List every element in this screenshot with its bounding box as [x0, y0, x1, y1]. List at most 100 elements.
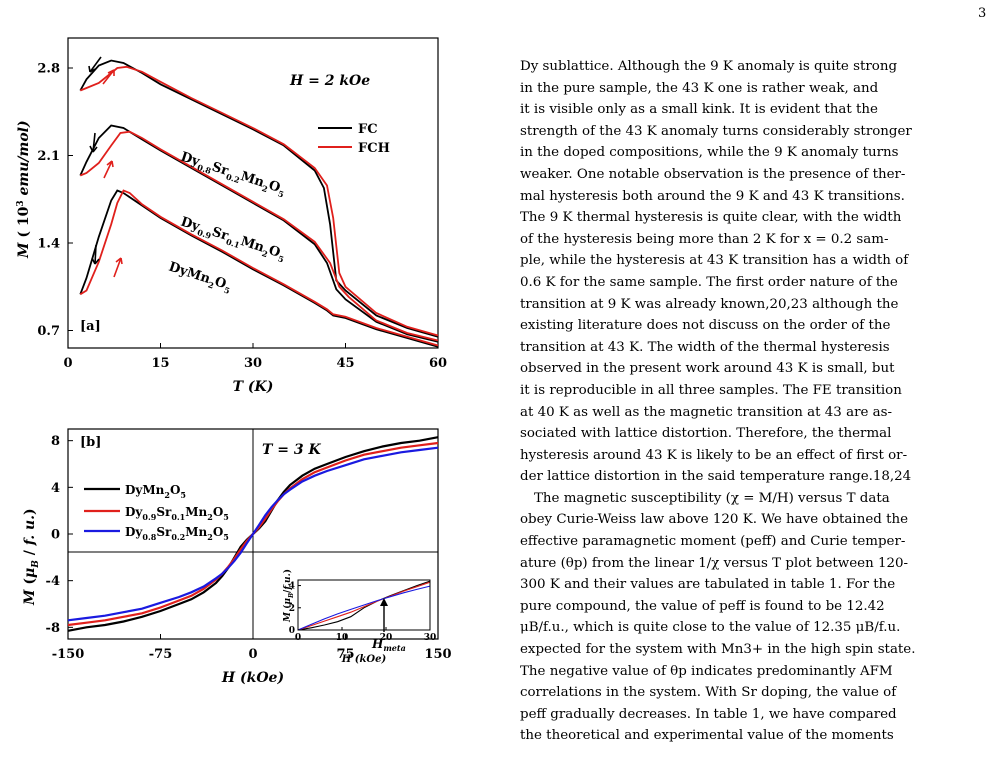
- panel-a-label: [a]: [80, 319, 101, 334]
- panel-a: 0 15 30 45 60 0.7 1.4 2.1 2.8 [a] H = 2 kOe FC F…: [16, 37, 447, 395]
- series-line: [297, 585, 431, 631]
- cooling-arrow-mid: [92, 132, 96, 153]
- text-line: ature (θp) from the linear 1/χ versus T …: [520, 555, 909, 571]
- cooling-arrow-top: [89, 56, 102, 73]
- series-line: [79, 124, 439, 343]
- x-tick-label: 45: [336, 356, 354, 371]
- text-line: obey Curie-Weiss law above 120 K. We hav…: [520, 512, 908, 528]
- x-tick-label: 30: [244, 356, 262, 371]
- text-line: μB/f.u., which is quite close to the val…: [520, 620, 901, 636]
- panel-b-series: [67, 436, 439, 632]
- series-line-negative: [67, 533, 254, 627]
- text-line: Dy sublattice. Although the 9 K anomaly …: [520, 59, 898, 74]
- x-tick-label: 0: [63, 356, 72, 371]
- cooling-arrow-bottom: [94, 244, 97, 265]
- legend-fch-label: FCH: [358, 141, 390, 156]
- series-line: [252, 446, 439, 535]
- text-line: sociated with lattice distortion. Theref…: [520, 426, 892, 442]
- legend-pure-label: DyMn2O5: [125, 483, 186, 500]
- text-line: mal hysteresis both around the 9 K and 4…: [520, 188, 905, 204]
- x-tick-label: 30: [424, 633, 437, 643]
- text-line: observed in the present work around 43 K…: [520, 361, 895, 377]
- text-line: weaker. One notable observation is the p…: [520, 166, 906, 182]
- inset-xlabel: H (kOe): [341, 654, 387, 665]
- text-line: correlations in the system. With Sr dopi…: [520, 685, 897, 701]
- text-line: it is visible only as a small kink. It i…: [520, 102, 878, 118]
- y-tick-label: 2.1: [37, 149, 60, 164]
- series-line-negative: [67, 533, 254, 622]
- inset-series: [297, 580, 431, 631]
- heating-arrow-bottom-head: [115, 257, 123, 265]
- panel-a-xlabel: T (K): [233, 379, 274, 395]
- series-line: [297, 581, 431, 631]
- legend-x01-label: Dy0.9Sr0.1Mn2O5: [125, 505, 229, 522]
- series-line: [297, 580, 431, 631]
- x-tick-label: 0: [295, 633, 301, 643]
- heating-arrow-bottom: [113, 257, 122, 278]
- y-tick-label: 8: [51, 434, 60, 449]
- series-line: [79, 59, 439, 338]
- text-line: hysteresis around 43 K is likely to be a…: [520, 447, 908, 463]
- panel-b-legend: DyMn2O5 Dy0.9Sr0.1Mn2O5 Dy0.8Sr0.2Mn2O5: [84, 483, 229, 542]
- text-column: Dy sublattice. Although the 9 K anomaly …: [520, 56, 992, 747]
- text-line: 0.6 K for the same sample. The first ord…: [520, 274, 898, 290]
- x-tick-label: 0: [248, 647, 257, 662]
- text-line: existing literature does not discuss on …: [520, 318, 891, 334]
- text-line: strength of the 43 K anomaly turns consi…: [520, 123, 912, 139]
- x-tick-label: 75: [336, 647, 354, 662]
- cooling-arrow-bottom-head: [91, 257, 100, 265]
- x-tick-label: -150: [52, 647, 85, 662]
- x-tick-label: 20: [380, 633, 393, 643]
- x-tick-label: -75: [149, 647, 173, 662]
- panel-b-label: [b]: [80, 435, 101, 450]
- x-tick-label: 150: [424, 647, 451, 662]
- sample-labels: Dy0.8Sr0.2Mn2O5 Dy0.9Sr0.1Mn2O5 DyMn2O5: [166, 150, 287, 296]
- text-line: The negative value of θp indicates predo…: [520, 663, 893, 679]
- series-line: [252, 441, 439, 535]
- heating-arrow-top-head: [107, 69, 115, 76]
- y-tick-label: -8: [46, 621, 60, 636]
- series-line: [79, 189, 439, 347]
- panel-a-ylabel: M ( 103 emu/mol): [16, 120, 32, 259]
- heating-arrow-mid: [103, 160, 113, 179]
- panel-b: -150 -75 0 75 150 -8 -4 0 4 8 [b] T = 3 K DyMn2O5…: [22, 428, 452, 686]
- panel-a-series: [79, 59, 439, 348]
- legend-x02-label: Dy0.8Sr0.2Mn2O5: [125, 525, 229, 542]
- y-tick-label: 4: [51, 481, 60, 496]
- text-line: der lattice distortion in the said tempe…: [520, 469, 912, 485]
- sample-label-pure: DyMn2O5: [166, 260, 233, 296]
- text-line: pure compound, the value of peff is foun…: [520, 598, 885, 614]
- text-line: at 40 K as well as the magnetic transiti…: [520, 404, 893, 420]
- text-line: the theoretical and experimental value o…: [520, 728, 894, 744]
- y-tick-label: 4: [289, 582, 295, 592]
- figure: 0 15 30 45 60 0.7 1.4 2.1 2.8 [a] H = 2 kOe FC F…: [16, 37, 452, 686]
- text-line: it is reproducible in all three samples.…: [520, 382, 902, 398]
- panel-b-xlabel: H (kOe): [221, 670, 284, 686]
- y-tick-label: 2.8: [37, 62, 60, 77]
- panel-b-ticks: -150 -75 0 75 150 -8 -4 0 4 8: [46, 434, 452, 662]
- inset-ylabel: M (μB/f.u.): [282, 569, 295, 623]
- y-tick-label: 0: [289, 626, 295, 636]
- heating-arrow-top: [102, 69, 115, 85]
- panel-a-field: H = 2 kOe: [289, 73, 370, 89]
- page-number: 3: [978, 6, 987, 21]
- y-tick-label: -4: [46, 574, 60, 589]
- x-tick-label: 10: [336, 633, 349, 643]
- panel-b-temperature: T = 3 K: [262, 442, 322, 458]
- panel-a-ticks: 0 15 30 45 60 0.7 1.4 2.1 2.8: [37, 62, 447, 371]
- text-line: transition at 43 K. The width of the the…: [520, 339, 890, 355]
- text-line: in the doped compositions, while the 9 K…: [520, 145, 899, 161]
- y-tick-label: 0.7: [37, 324, 60, 339]
- text-line: peff gradually decreases. In table 1, we…: [520, 706, 897, 722]
- text-line: The 9 K thermal hysteresis is quite clea…: [520, 210, 902, 226]
- text-line: of the hysteresis being more than 2 K fo…: [520, 231, 889, 247]
- y-tick-label: 0: [51, 528, 60, 543]
- y-tick-label: 1.4: [37, 237, 60, 252]
- legend-fc-label: FC: [358, 122, 378, 137]
- cooling-arrow-top-head: [88, 65, 96, 73]
- x-tick-label: 15: [151, 356, 169, 371]
- text-line: ple, while the hysteresis at 43 K transi…: [520, 253, 909, 269]
- inset-border: [297, 579, 431, 631]
- hmeta-arrow-head: [380, 598, 388, 606]
